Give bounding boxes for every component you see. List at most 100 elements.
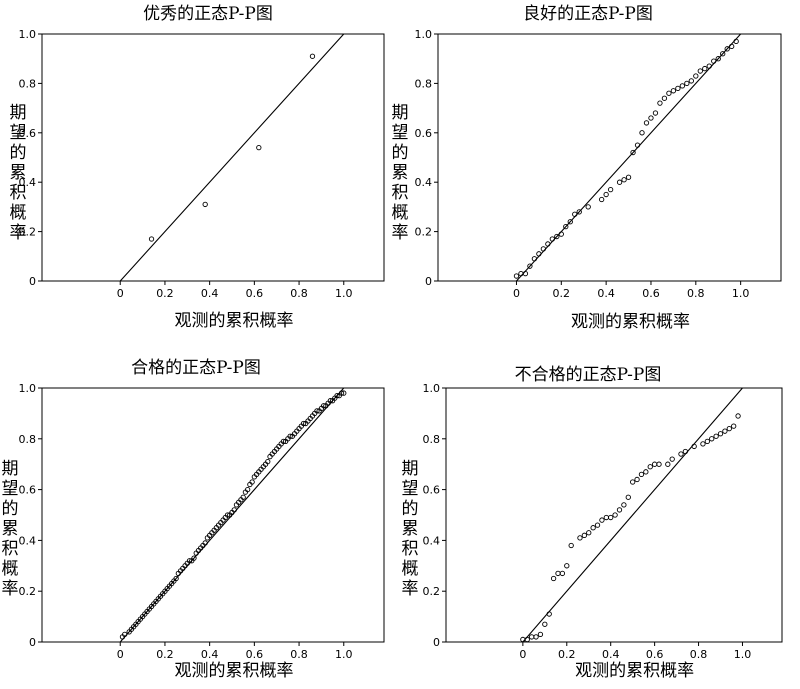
data-point	[191, 555, 197, 561]
y-axis-label-char: 的	[2, 499, 19, 519]
y-axis-label-char: 望	[10, 123, 27, 143]
data-point	[731, 423, 737, 429]
data-point	[733, 38, 739, 45]
y-axis-label-char: 概	[402, 559, 419, 579]
data-point	[549, 236, 555, 242]
y-axis-label-char: 积	[402, 539, 419, 559]
data-point	[697, 68, 703, 74]
y-axis-label-char: 概	[2, 559, 19, 579]
data-point	[558, 231, 564, 237]
x-tick-label: 0.4	[602, 648, 620, 661]
data-point	[524, 636, 530, 643]
x-tick-label: 0	[519, 648, 526, 661]
data-point	[545, 241, 551, 247]
y-tick-label: 0.8	[19, 77, 37, 90]
y-tick-label: 0.2	[19, 226, 37, 239]
y-axis-label-char: 概	[392, 203, 409, 223]
x-tick-label: 0.2	[156, 648, 174, 661]
reference-line	[119, 33, 345, 282]
y-tick-label: 0.8	[415, 77, 433, 90]
x-axis-label: 观测的累积概率	[571, 312, 690, 332]
data-point	[173, 575, 179, 582]
data-point	[612, 512, 618, 518]
y-tick-label: 0.4	[423, 534, 441, 547]
data-point	[651, 461, 658, 467]
data-point	[586, 530, 592, 536]
data-point	[603, 191, 609, 198]
data-point	[669, 456, 675, 462]
data-point	[528, 634, 535, 640]
data-point	[550, 575, 557, 582]
plot-frame	[41, 33, 385, 282]
data-point	[314, 408, 320, 414]
data-point	[711, 58, 717, 64]
x-tick-label: 0.2	[558, 648, 576, 661]
data-point	[726, 425, 732, 432]
data-point	[240, 494, 246, 500]
data-point	[713, 433, 719, 439]
data-point	[688, 78, 694, 84]
data-point	[320, 403, 327, 409]
x-tick-label: 1.0	[335, 287, 353, 300]
y-tick-label: 0	[29, 636, 36, 649]
y-axis-label-char: 的	[392, 143, 409, 163]
data-point	[702, 65, 708, 72]
data-point	[590, 525, 596, 531]
data-point	[546, 611, 552, 617]
y-axis-label-char: 积	[392, 183, 409, 203]
y-tick-label: 0.8	[19, 433, 37, 446]
data-point	[287, 433, 293, 439]
data-point	[527, 263, 533, 269]
y-tick-label: 1.0	[19, 28, 37, 41]
y-axis-label-char: 累	[10, 163, 27, 183]
x-tick-label: 0.2	[553, 287, 571, 300]
data-point	[643, 120, 650, 126]
y-tick-label: 0.4	[19, 534, 37, 547]
data-point	[616, 179, 623, 185]
y-tick-label: 0.6	[19, 127, 37, 140]
data-point	[679, 83, 686, 89]
data-point	[224, 512, 231, 518]
data-point	[531, 256, 538, 262]
data-point	[513, 273, 520, 279]
x-axis-label: 观测的累积概率	[175, 661, 294, 681]
data-point	[585, 204, 591, 210]
y-axis-label-char: 累	[402, 519, 419, 539]
y-tick-label: 0	[425, 275, 432, 288]
y-tick-label: 0.4	[19, 176, 37, 189]
y-tick-label: 1.0	[415, 28, 433, 41]
y-axis-label-char: 期	[2, 459, 19, 479]
data-point	[265, 459, 271, 465]
y-tick-label: 0.2	[19, 585, 37, 598]
data-point	[581, 532, 588, 538]
data-point	[537, 631, 544, 638]
data-point	[202, 201, 208, 208]
data-point	[327, 398, 334, 404]
data-point	[577, 535, 583, 541]
data-point	[599, 517, 605, 523]
data-point	[616, 507, 623, 513]
x-tick-label: 1.0	[335, 648, 353, 661]
x-tick-label: 1.0	[732, 287, 750, 300]
x-axis-label: 观测的累积概率	[175, 311, 294, 331]
data-point	[522, 270, 529, 277]
y-axis-label-char: 率	[2, 579, 19, 599]
data-point	[729, 43, 735, 49]
x-tick-label: 0.4	[201, 287, 219, 300]
y-axis-label-char: 累	[2, 519, 19, 539]
chart-title: 合格的正态P-P图	[131, 358, 261, 378]
data-point	[678, 451, 684, 457]
data-point	[148, 236, 155, 242]
data-point	[706, 63, 712, 69]
x-tick-label: 0	[117, 287, 124, 300]
data-point	[338, 390, 345, 396]
y-axis-label: 期望的累积概率	[392, 103, 409, 243]
data-point	[709, 436, 715, 442]
data-point	[722, 428, 728, 434]
x-tick-label: 0.6	[246, 287, 264, 300]
data-point	[693, 73, 699, 79]
data-point	[536, 251, 542, 257]
y-tick-label: 0.6	[415, 127, 433, 140]
data-point	[607, 186, 614, 193]
